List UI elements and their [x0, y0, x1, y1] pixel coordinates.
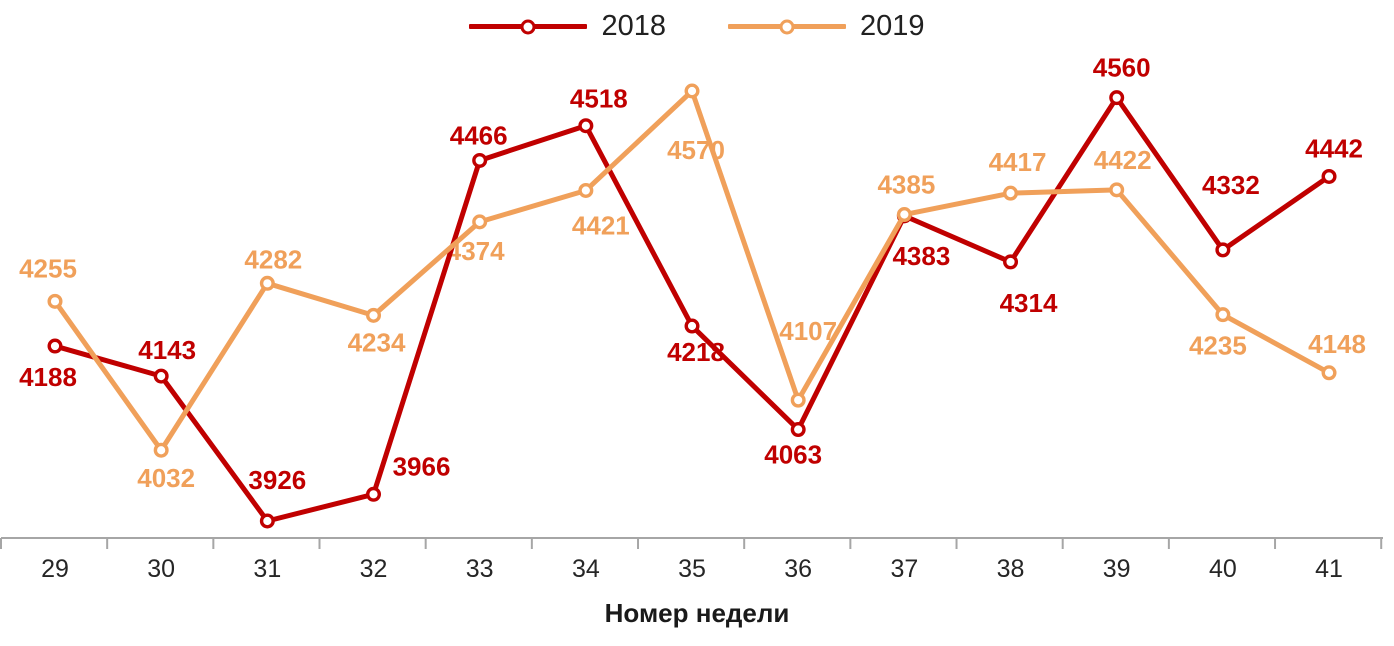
- data-label-2019-week-30: 4032: [137, 463, 195, 493]
- legend-marker-icon: [520, 19, 536, 34]
- data-point-marker-2018-week-41: [1321, 168, 1337, 184]
- series-2019: [47, 83, 1337, 458]
- data-point-marker-2019-week-29: [47, 293, 63, 309]
- data-label-2019-week-29: 4255: [19, 253, 77, 283]
- x-axis-tick-label-39: 39: [1103, 555, 1131, 583]
- x-axis-tick-label-38: 38: [997, 555, 1025, 583]
- data-label-2018-week-40: 4332: [1202, 170, 1260, 200]
- data-label-2019-week-40: 4235: [1189, 331, 1247, 361]
- data-label-2018-week-38: 4314: [1000, 288, 1058, 318]
- data-label-2018-week-29: 4188: [19, 362, 77, 392]
- data-point-marker-2018-week-38: [1003, 254, 1019, 270]
- data-point-marker-2018-week-40: [1215, 242, 1231, 258]
- data-label-2019-week-31: 4282: [244, 244, 302, 274]
- data-point-marker-2019-week-36: [790, 392, 806, 408]
- data-point-marker-2018-week-32: [366, 486, 382, 502]
- data-label-2019-week-37: 4385: [877, 170, 935, 200]
- x-axis-tick-label-33: 33: [466, 555, 494, 583]
- data-label-2019-week-41: 4148: [1308, 329, 1366, 359]
- x-axis-tick-label-34: 34: [572, 555, 600, 583]
- data-point-marker-2018-week-29: [47, 338, 63, 354]
- legend-label-2018: 2018: [601, 10, 666, 42]
- x-axis-tick-label-36: 36: [784, 555, 812, 583]
- data-label-2019-week-32: 4234: [348, 327, 406, 357]
- data-point-marker-2019-week-40: [1215, 307, 1231, 323]
- data-point-marker-2019-week-35: [684, 83, 700, 99]
- x-axis-tick-label-30: 30: [147, 555, 175, 583]
- x-axis-tick-label-40: 40: [1209, 555, 1237, 583]
- legend-item-2018: 2018: [469, 12, 666, 41]
- data-point-marker-2019-week-38: [1003, 185, 1019, 201]
- x-axis: 29 30 31 32 33 34 35 36 37 38 39 40 41: [0, 537, 1383, 583]
- data-label-2018-week-41: 4442: [1305, 133, 1363, 163]
- data-label-2018-week-34: 4518: [570, 84, 628, 114]
- x-axis-tick-label-41: 41: [1315, 555, 1343, 583]
- x-axis-tick-label-29: 29: [41, 555, 69, 583]
- data-point-marker-2019-week-34: [578, 182, 594, 198]
- data-point-marker-2018-week-30: [153, 368, 169, 384]
- data-point-marker-2018-week-33: [472, 152, 488, 168]
- x-axis-tick-label-37: 37: [890, 555, 918, 583]
- data-point-marker-2019-week-39: [1109, 182, 1125, 198]
- data-label-2018-week-33: 4466: [450, 120, 508, 150]
- data-label-2019-week-36: 4107: [779, 316, 837, 346]
- data-label-2019-week-38: 4417: [989, 147, 1047, 177]
- data-label-2018-week-31: 3926: [248, 465, 306, 495]
- x-axis-tick-label-32: 32: [360, 555, 388, 583]
- x-axis-title: Номер недели: [604, 598, 790, 628]
- data-label-2019-week-34: 4421: [572, 210, 630, 240]
- data-point-marker-2018-week-34: [578, 118, 594, 134]
- legend-label-2019: 2019: [860, 10, 925, 42]
- legend-marker-icon: [779, 19, 795, 34]
- data-point-marker-2019-week-30: [153, 442, 169, 458]
- data-label-2018-week-39: 4560: [1093, 53, 1151, 83]
- data-point-marker-2019-week-32: [366, 307, 382, 323]
- data-point-marker-2018-week-35: [684, 318, 700, 334]
- data-point-marker-2019-week-33: [472, 214, 488, 230]
- data-point-marker-2019-week-31: [259, 275, 275, 291]
- legend: 2018 2019: [0, 12, 1394, 41]
- data-label-2019-week-39: 4422: [1094, 145, 1152, 175]
- data-label-2018-week-37: 4383: [892, 241, 950, 271]
- data-label-2018-week-32: 3966: [393, 451, 451, 481]
- legend-swatch-2018: [469, 19, 588, 35]
- data-point-marker-2019-week-41: [1321, 365, 1337, 381]
- data-point-marker-2018-week-39: [1109, 90, 1125, 106]
- data-point-marker-2018-week-31: [259, 513, 275, 529]
- data-label-2018-week-36: 4063: [764, 440, 822, 470]
- x-axis-tick-label-35: 35: [678, 555, 706, 583]
- legend-swatch-2019: [728, 19, 846, 35]
- data-point-marker-2019-week-37: [896, 207, 912, 223]
- data-point-marker-2018-week-36: [790, 422, 806, 438]
- x-axis-tick-label-31: 31: [253, 555, 281, 583]
- data-label-2018-week-30: 4143: [138, 335, 196, 365]
- legend-item-2019: 2019: [728, 12, 925, 41]
